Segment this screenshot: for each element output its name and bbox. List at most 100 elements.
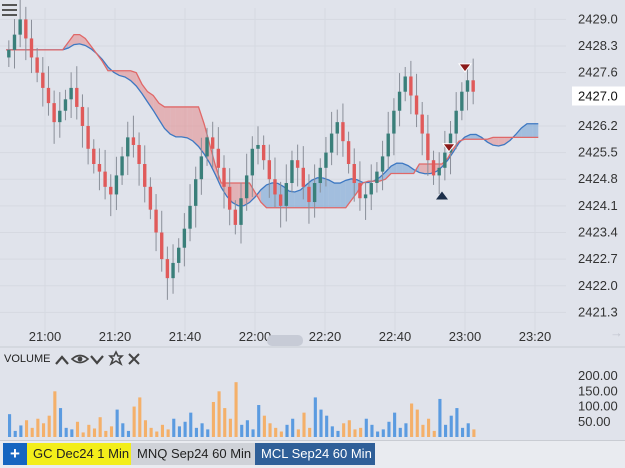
cloud-segment xyxy=(187,106,193,141)
volume-bar xyxy=(370,424,374,437)
candle-body xyxy=(290,160,294,184)
candle-body xyxy=(397,91,402,111)
volume-bar xyxy=(217,391,221,437)
price-axis[interactable]: 2429.0 2428.3 2427.6 2426.2 2425.5 2424.8 2424… xyxy=(572,11,625,319)
candle-body xyxy=(403,76,407,92)
candle-body xyxy=(199,156,204,180)
candle-body xyxy=(29,38,34,58)
candle-body xyxy=(363,194,368,199)
tab-mnq-sep24-60min[interactable]: MNQ Sep24 60 Min xyxy=(131,443,255,465)
volume-bar xyxy=(421,424,425,437)
sell-signal-marker[interactable] xyxy=(458,63,472,73)
volume-tick-label: 200.00 xyxy=(578,368,618,383)
volume-bar xyxy=(13,430,17,437)
time-tick-label: 23:20 xyxy=(519,329,552,344)
volume-bar xyxy=(30,427,34,437)
volume-bar xyxy=(353,429,357,437)
hamburger-menu-icon[interactable] xyxy=(2,4,17,16)
scroll-right-arrow-icon[interactable]: → xyxy=(610,325,623,340)
time-tick-label: 22:20 xyxy=(309,329,342,344)
cloud-segment xyxy=(164,106,171,135)
price-tick-label: 2421.3 xyxy=(578,304,618,319)
cloud-segment xyxy=(396,163,403,174)
cloud-segment xyxy=(198,106,205,155)
volume-bar xyxy=(160,424,165,437)
candle-body xyxy=(437,167,441,176)
volume-bar xyxy=(155,431,159,437)
candle-body xyxy=(312,183,317,203)
tab-mcl-sep24-60min[interactable]: MCL Sep24 60 Min xyxy=(255,443,375,465)
price-tick-label: 2426.2 xyxy=(578,118,618,133)
volume-bar xyxy=(274,427,278,437)
price-chart[interactable]: 2429.0 2428.3 2427.6 2426.2 2425.5 2424.8 2424… xyxy=(0,0,625,440)
volume-bar xyxy=(393,412,397,437)
close-icon[interactable] xyxy=(128,353,140,365)
collapse-down-icon[interactable] xyxy=(90,355,104,365)
candle-body xyxy=(307,186,311,203)
candle-body xyxy=(358,183,362,199)
candle-body xyxy=(460,91,464,111)
volume-bar xyxy=(126,430,131,437)
sell-signal-marker[interactable] xyxy=(442,143,456,153)
volume-bar xyxy=(410,403,414,437)
cloud-segment xyxy=(419,164,426,174)
volume-bar xyxy=(36,418,40,437)
collapse-up-icon[interactable] xyxy=(55,355,69,365)
candle-body xyxy=(329,133,334,153)
candle-body xyxy=(454,110,458,134)
cloud-segment xyxy=(232,183,239,206)
candle-body xyxy=(295,160,300,168)
volume-bar xyxy=(138,397,142,437)
volume-bar xyxy=(121,423,125,437)
add-chart-button[interactable]: + xyxy=(3,443,27,465)
volume-bar xyxy=(189,412,193,437)
volume-bar xyxy=(143,420,148,437)
cloud-span-b xyxy=(6,33,539,209)
candle-body xyxy=(12,34,17,50)
settings-icon[interactable] xyxy=(108,350,124,366)
volume-tick-label: 150.00 xyxy=(578,383,618,398)
volume-bar xyxy=(330,426,334,437)
candle-body xyxy=(335,122,339,134)
candle-body xyxy=(92,148,96,164)
cloud-segment xyxy=(317,177,324,208)
volume-bar xyxy=(319,409,323,437)
volume-bar xyxy=(223,408,227,437)
time-scroll-handle[interactable] xyxy=(267,335,303,346)
candle-body xyxy=(205,137,209,157)
volume-bar xyxy=(415,409,419,437)
candle-body xyxy=(375,171,379,184)
candle-body xyxy=(341,122,345,142)
volume-bar xyxy=(98,417,102,437)
cloud-segment xyxy=(328,179,335,208)
candle-body xyxy=(75,87,79,107)
volume-bar xyxy=(427,418,431,437)
price-tick-label: 2427.6 xyxy=(578,65,618,80)
eye-icon[interactable] xyxy=(70,354,90,364)
candle-body xyxy=(369,183,373,195)
time-axis[interactable]: 21:00 21:20 21:40 22:00 22:20 22:40 23:00 23:20 xyxy=(29,329,552,344)
price-tick-label: 2422.7 xyxy=(578,251,618,266)
price-tick-label: 2423.4 xyxy=(578,224,618,239)
cloud-segment xyxy=(289,191,295,208)
volume-bar xyxy=(438,398,442,437)
cloud-segment xyxy=(334,183,341,208)
cloud-segment xyxy=(470,134,476,140)
candle-body xyxy=(267,160,272,180)
candle-body xyxy=(126,137,130,157)
buy-signal-marker[interactable] xyxy=(436,191,448,200)
volume-bar xyxy=(308,427,312,437)
candle-body xyxy=(131,137,136,145)
candle-body xyxy=(18,19,22,35)
tab-gc-dec24-1min[interactable]: GC Dec24 1 Min xyxy=(27,443,131,465)
cloud-segment xyxy=(498,137,505,147)
chart-background xyxy=(0,0,625,440)
cloud-segment xyxy=(170,106,176,137)
volume-bar xyxy=(8,414,12,437)
cloud-segment xyxy=(79,34,86,46)
signal-markers xyxy=(436,63,472,200)
cloud-segment xyxy=(402,163,409,174)
candle-body xyxy=(233,209,238,225)
volume-bar xyxy=(336,430,340,437)
volume-bar xyxy=(234,382,238,437)
